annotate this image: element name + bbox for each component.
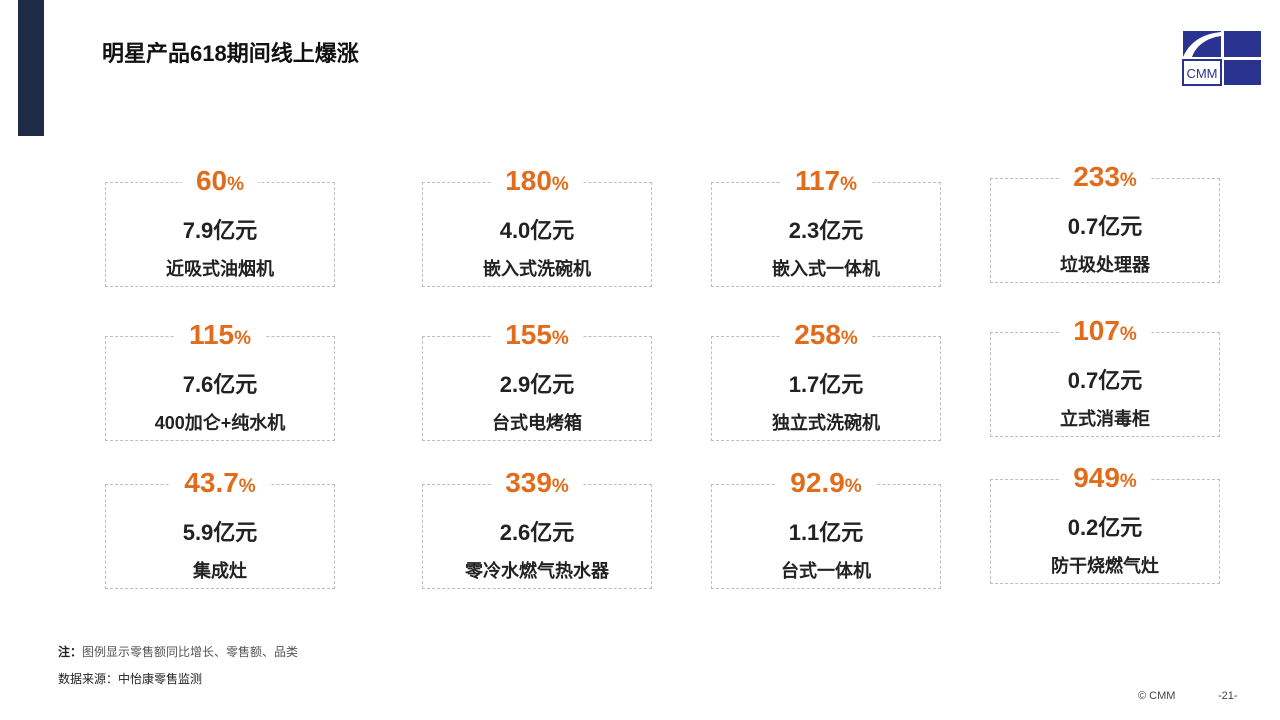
sales-value: 7.9亿元 [182,218,258,243]
accent-bar [18,0,44,136]
growth-percent: 339% [491,467,583,499]
sales-value: 7.6亿元 [182,372,258,397]
growth-percent: 233% [1059,161,1151,193]
cmm-logo: CMM [1182,31,1261,86]
category-name: 嵌入式一体机 [772,259,880,279]
category-name: 近吸式油烟机 [166,259,274,279]
svg-text:CMM: CMM [1186,66,1217,81]
product-card: 180% 4.0亿元 嵌入式洗碗机 [422,165,652,287]
product-card: 258% 1.7亿元 独立式洗碗机 [711,319,941,441]
category-name: 防干烧燃气灶 [1051,556,1159,576]
page-title: 明星产品618期间线上爆涨 [102,41,359,66]
sales-value: 4.0亿元 [499,218,575,243]
growth-percent: 155% [491,319,583,351]
copyright: © CMM [1138,690,1176,702]
growth-percent: 43.7% [170,467,270,499]
category-name: 台式一体机 [781,561,871,581]
sales-value: 2.6亿元 [499,520,575,545]
footnote: 注：图例显示零售额同比增长、零售额、品类 [58,645,299,659]
product-card: 43.7% 5.9亿元 集成灶 [105,467,335,589]
product-card: 60% 7.9亿元 近吸式油烟机 [105,165,335,287]
growth-percent: 180% [491,165,583,197]
growth-percent: 92.9% [776,467,876,499]
growth-percent: 949% [1059,462,1151,494]
product-card: 117% 2.3亿元 嵌入式一体机 [711,165,941,287]
category-name: 400加仑+纯水机 [154,413,286,433]
sales-value: 5.9亿元 [182,520,258,545]
sales-value: 2.3亿元 [788,218,864,243]
product-card: 115% 7.6亿元 400加仑+纯水机 [105,319,335,441]
sales-value: 2.9亿元 [499,372,575,397]
category-name: 独立式洗碗机 [772,413,880,433]
category-name: 垃圾处理器 [1060,255,1150,275]
growth-percent: 115% [174,319,266,351]
sales-value: 0.2亿元 [1067,515,1143,540]
category-name: 零冷水燃气热水器 [465,561,609,581]
product-card: 155% 2.9亿元 台式电烤箱 [422,319,652,441]
page-number: -21- [1218,690,1238,702]
product-card: 107% 0.7亿元 立式消毒柜 [990,315,1220,437]
growth-percent: 60% [181,165,259,197]
sales-value: 0.7亿元 [1067,214,1143,239]
product-card: 233% 0.7亿元 垃圾处理器 [990,161,1220,283]
category-name: 集成灶 [193,561,247,581]
category-name: 立式消毒柜 [1060,409,1150,429]
growth-percent: 258% [780,319,872,351]
growth-percent: 107% [1059,315,1151,347]
sales-value: 1.7亿元 [788,372,864,397]
product-card: 92.9% 1.1亿元 台式一体机 [711,467,941,589]
sales-value: 0.7亿元 [1067,368,1143,393]
product-card: 949% 0.2亿元 防干烧燃气灶 [990,462,1220,584]
product-card: 339% 2.6亿元 零冷水燃气热水器 [422,467,652,589]
category-name: 台式电烤箱 [492,413,582,433]
growth-percent: 117% [780,165,872,197]
data-source: 数据来源：中怡康零售监测 [58,672,203,686]
sales-value: 1.1亿元 [788,520,864,545]
category-name: 嵌入式洗碗机 [483,259,591,279]
